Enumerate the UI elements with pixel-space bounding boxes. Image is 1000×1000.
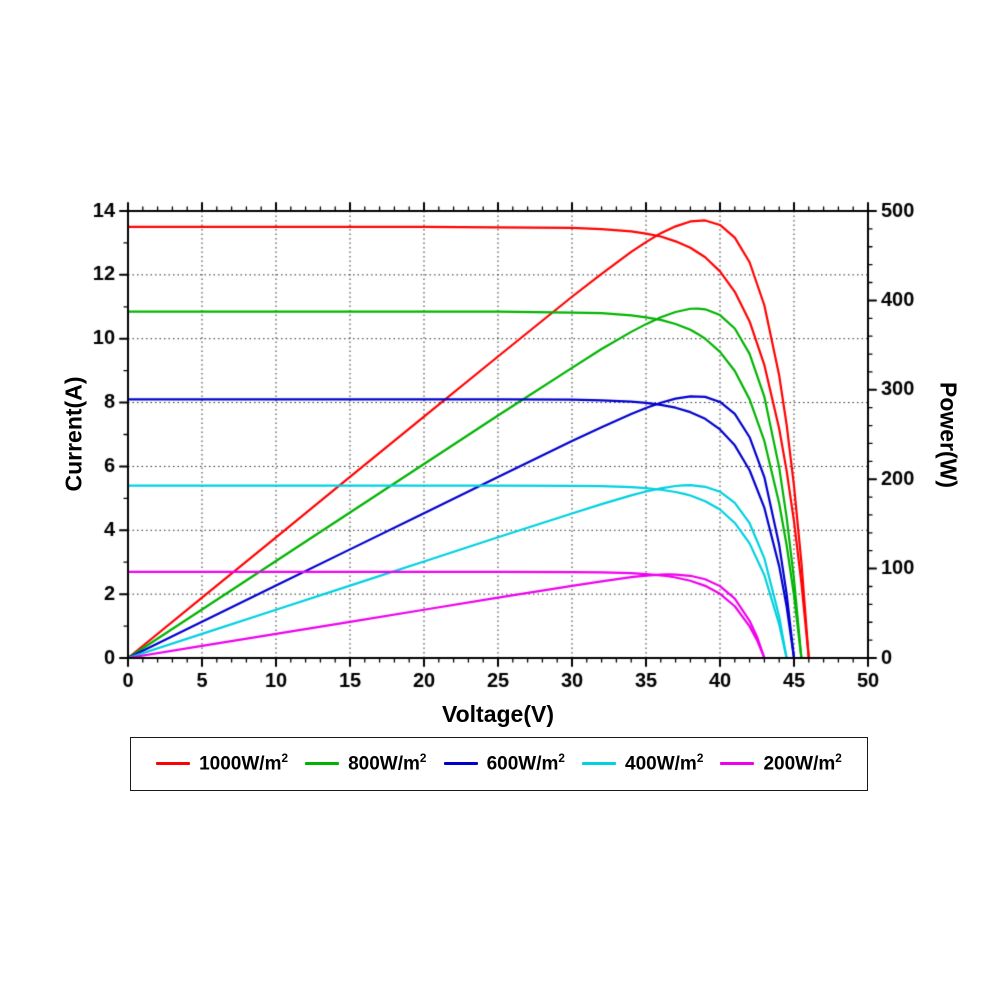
left-axis-title: Current(A) (60, 376, 87, 492)
legend-label: 200W/m2 (763, 752, 842, 775)
legend-item: 800W/m2 (305, 752, 426, 775)
legend-item: 1000W/m2 (156, 752, 288, 775)
legend-item: 600W/m2 (443, 752, 565, 775)
legend-line-swatch (156, 762, 191, 766)
legend-line-swatch (305, 762, 340, 766)
iv-pv-plot-canvas (60, 165, 940, 725)
x-axis-title: Voltage(V) (441, 701, 555, 727)
legend-item: 400W/m2 (582, 752, 703, 775)
right-axis-title: Power(W) (935, 381, 962, 489)
legend-label: 1000W/m2 (199, 752, 289, 775)
legend-line-swatch (443, 762, 478, 766)
legend-item: 200W/m2 (720, 752, 842, 775)
legend-label: 800W/m2 (348, 752, 427, 775)
legend-line-swatch (582, 762, 617, 766)
legend: 1000W/m2 800W/m2 600W/m2 400W/m2 200W/m2 (130, 737, 868, 791)
legend-line-swatch (720, 762, 755, 766)
legend-label: 400W/m2 (625, 752, 704, 775)
legend-label: 600W/m2 (486, 752, 565, 775)
